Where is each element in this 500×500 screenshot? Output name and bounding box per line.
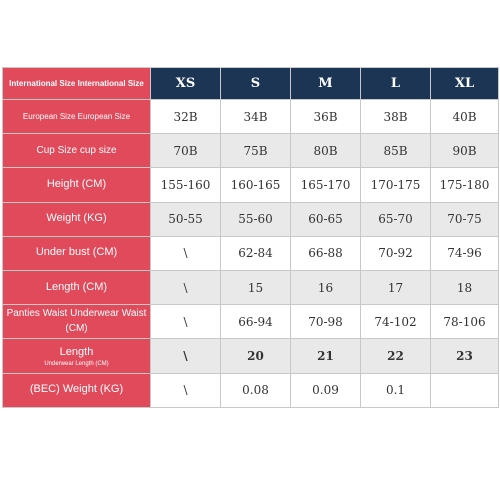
value-cell: 70-75 — [430, 201, 499, 237]
row-panties-waist: Panties Waist Underwear Waist (CM) \ 66-… — [2, 304, 499, 340]
value-cell: \ — [150, 338, 221, 374]
row-label-underwear-length: Length Underwear Length (CM) — [2, 338, 151, 374]
size-header-xs: XS — [150, 67, 221, 100]
value-cell: \ — [150, 372, 221, 408]
row-length: Length (CM) \ 15 16 17 18 — [2, 269, 499, 306]
row-under-bust: Under bust (CM) \ 62-84 66-88 70-92 74-9… — [2, 235, 499, 271]
value-cell: 60-65 — [290, 201, 361, 237]
value-cell: 55-60 — [220, 201, 291, 237]
value-cell: 23 — [430, 338, 499, 374]
value-cell: 50-55 — [150, 201, 221, 237]
size-chart-table: International Size International Size XS… — [2, 67, 499, 408]
value-cell: 70B — [150, 133, 221, 169]
value-cell: 15 — [220, 269, 291, 306]
header-label-international-size: International Size International Size — [2, 67, 151, 100]
row-label-under-bust: Under bust (CM) — [2, 235, 151, 271]
value-cell: 66-94 — [220, 304, 291, 340]
value-cell: \ — [150, 235, 221, 271]
underwear-length-sublabel: Underwear Length (CM) — [44, 360, 109, 367]
row-cup-size: Cup Size cup size 70B 75B 80B 85B 90B — [2, 133, 499, 169]
row-label-panties-waist: Panties Waist Underwear Waist (CM) — [2, 304, 151, 340]
size-header-l: L — [360, 67, 431, 100]
underwear-length-label: Length — [59, 345, 94, 358]
row-label-european-size: European Size European Size — [2, 98, 151, 135]
value-cell: 70-98 — [290, 304, 361, 340]
row-european-size: European Size European Size 32B 34B 36B … — [2, 98, 499, 135]
value-cell-empty — [430, 372, 499, 408]
value-cell: 66-88 — [290, 235, 361, 271]
header-row: International Size International Size XS… — [2, 67, 499, 100]
value-cell: 0.1 — [360, 372, 431, 408]
value-cell: 85B — [360, 133, 431, 169]
value-cell: 70-92 — [360, 235, 431, 271]
size-header-xl: XL — [430, 67, 499, 100]
size-header-m: M — [290, 67, 361, 100]
value-cell: 80B — [290, 133, 361, 169]
row-underwear-length: Length Underwear Length (CM) \ 20 21 22 … — [2, 338, 499, 374]
value-cell: 17 — [360, 269, 431, 306]
value-cell: 65-70 — [360, 201, 431, 237]
value-cell: 62-84 — [220, 235, 291, 271]
row-bec-weight: (BEC) Weight (KG) \ 0.08 0.09 0.1 — [2, 372, 499, 408]
value-cell: 38B — [360, 98, 431, 135]
row-label-height: Height (CM) — [2, 167, 151, 203]
value-cell: 78-106 — [430, 304, 499, 340]
value-cell: 0.08 — [220, 372, 291, 408]
value-cell: 18 — [430, 269, 499, 306]
value-cell: \ — [150, 304, 221, 340]
value-cell: 74-102 — [360, 304, 431, 340]
value-cell: 16 — [290, 269, 361, 306]
value-cell: 74-96 — [430, 235, 499, 271]
row-label-weight: Weight (KG) — [2, 201, 151, 237]
value-cell: 36B — [290, 98, 361, 135]
row-label-bec-weight: (BEC) Weight (KG) — [2, 372, 151, 408]
value-cell: 20 — [220, 338, 291, 374]
value-cell: 160-165 — [220, 167, 291, 203]
row-label-cup-size: Cup Size cup size — [2, 133, 151, 169]
value-cell: 155-160 — [150, 167, 221, 203]
value-cell: 34B — [220, 98, 291, 135]
value-cell: 165-170 — [290, 167, 361, 203]
row-weight: Weight (KG) 50-55 55-60 60-65 65-70 70-7… — [2, 201, 499, 237]
row-label-length: Length (CM) — [2, 269, 151, 306]
value-cell: 0.09 — [290, 372, 361, 408]
value-cell: 75B — [220, 133, 291, 169]
value-cell: 22 — [360, 338, 431, 374]
value-cell: 170-175 — [360, 167, 431, 203]
value-cell: \ — [150, 269, 221, 306]
value-cell: 40B — [430, 98, 499, 135]
value-cell: 175-180 — [430, 167, 499, 203]
value-cell: 32B — [150, 98, 221, 135]
value-cell: 90B — [430, 133, 499, 169]
value-cell: 21 — [290, 338, 361, 374]
size-header-s: S — [220, 67, 291, 100]
row-height: Height (CM) 155-160 160-165 165-170 170-… — [2, 167, 499, 203]
